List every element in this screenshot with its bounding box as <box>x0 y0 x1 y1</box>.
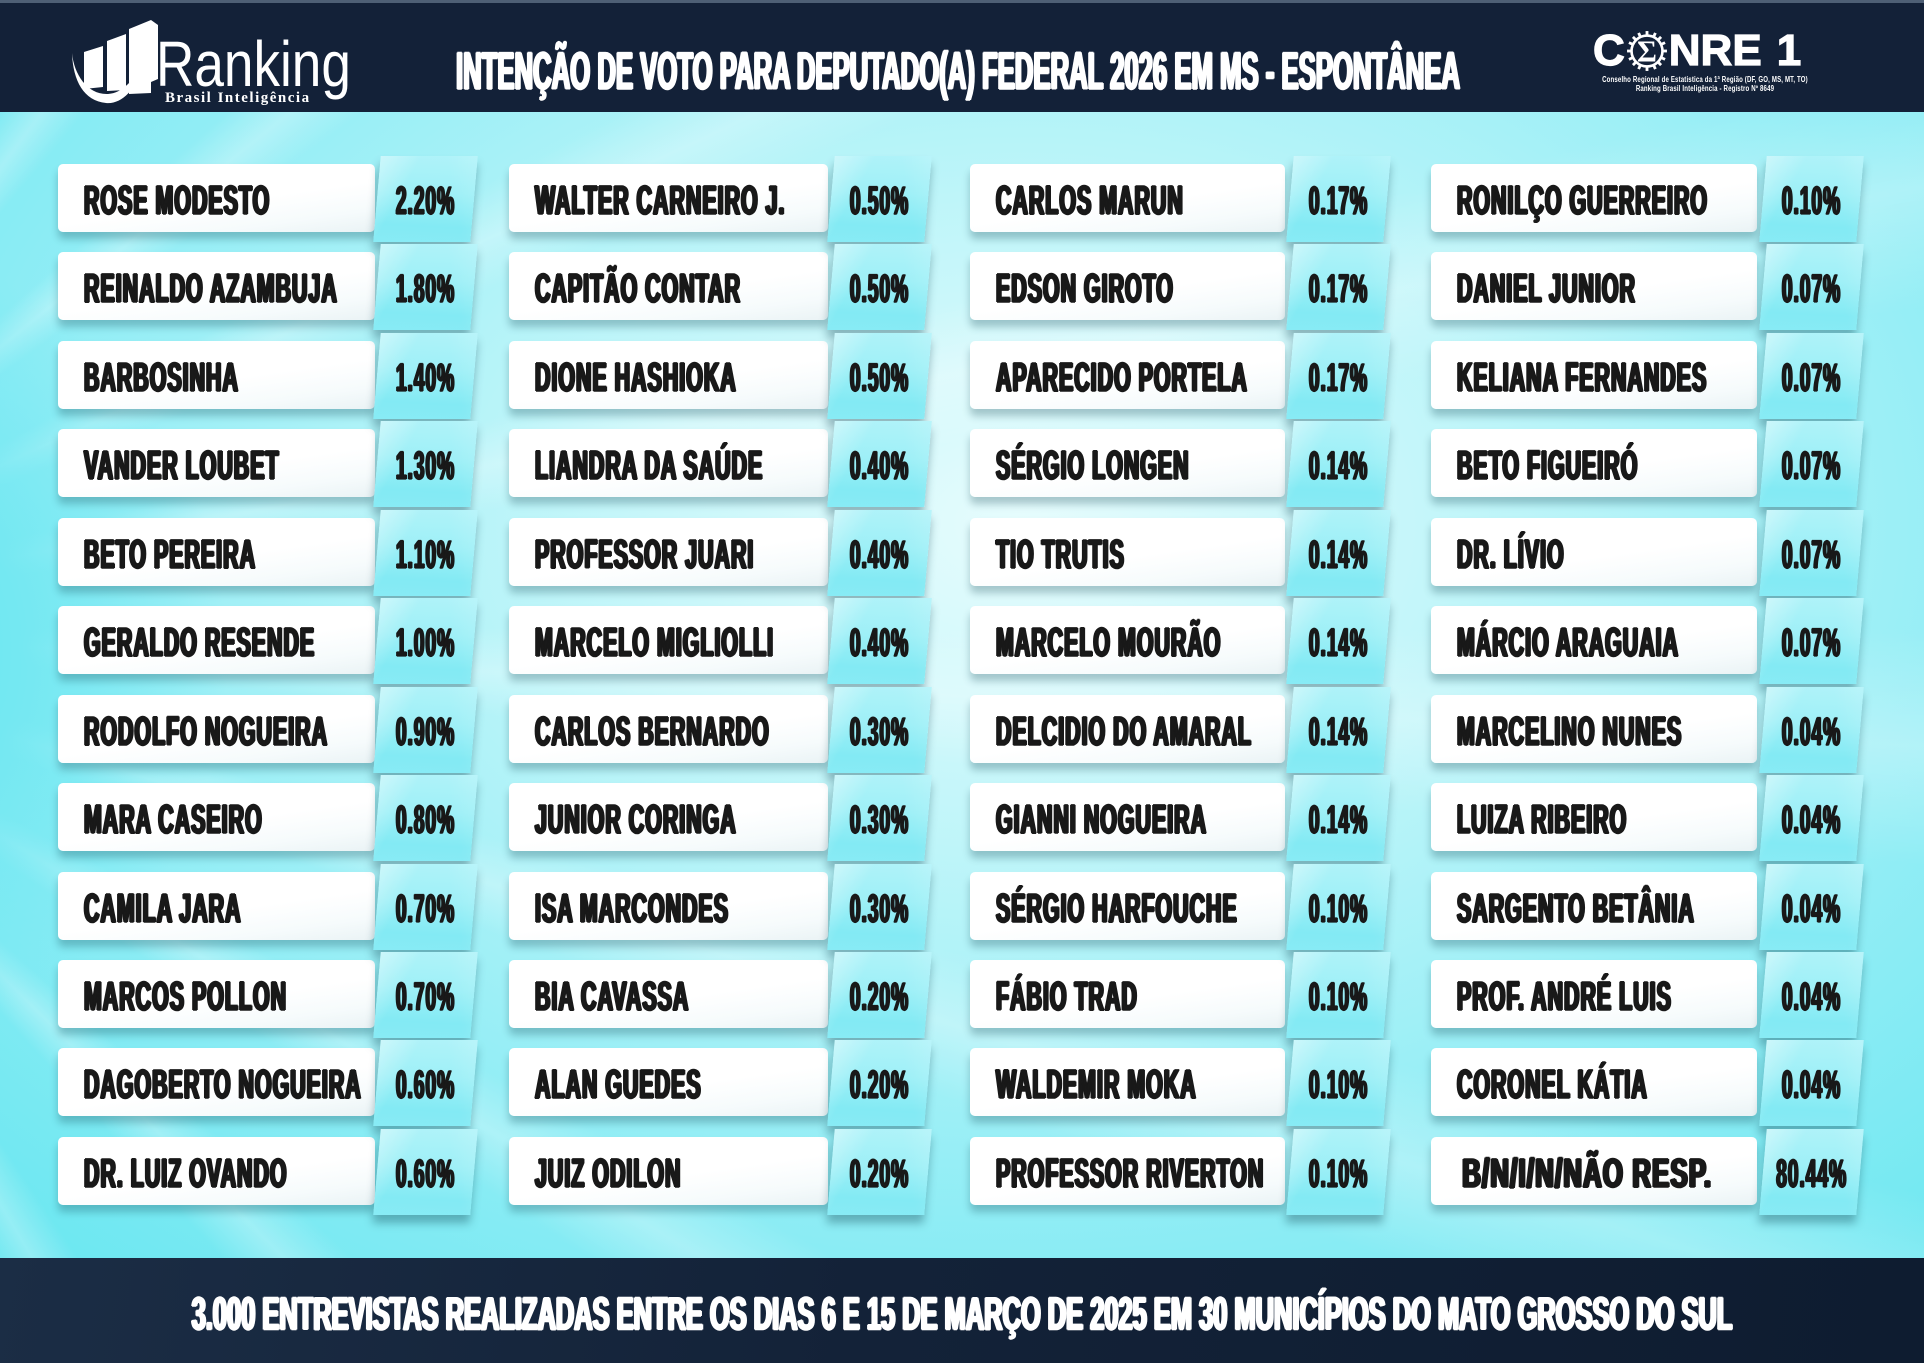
svg-text:Σ: Σ <box>1637 35 1657 69</box>
